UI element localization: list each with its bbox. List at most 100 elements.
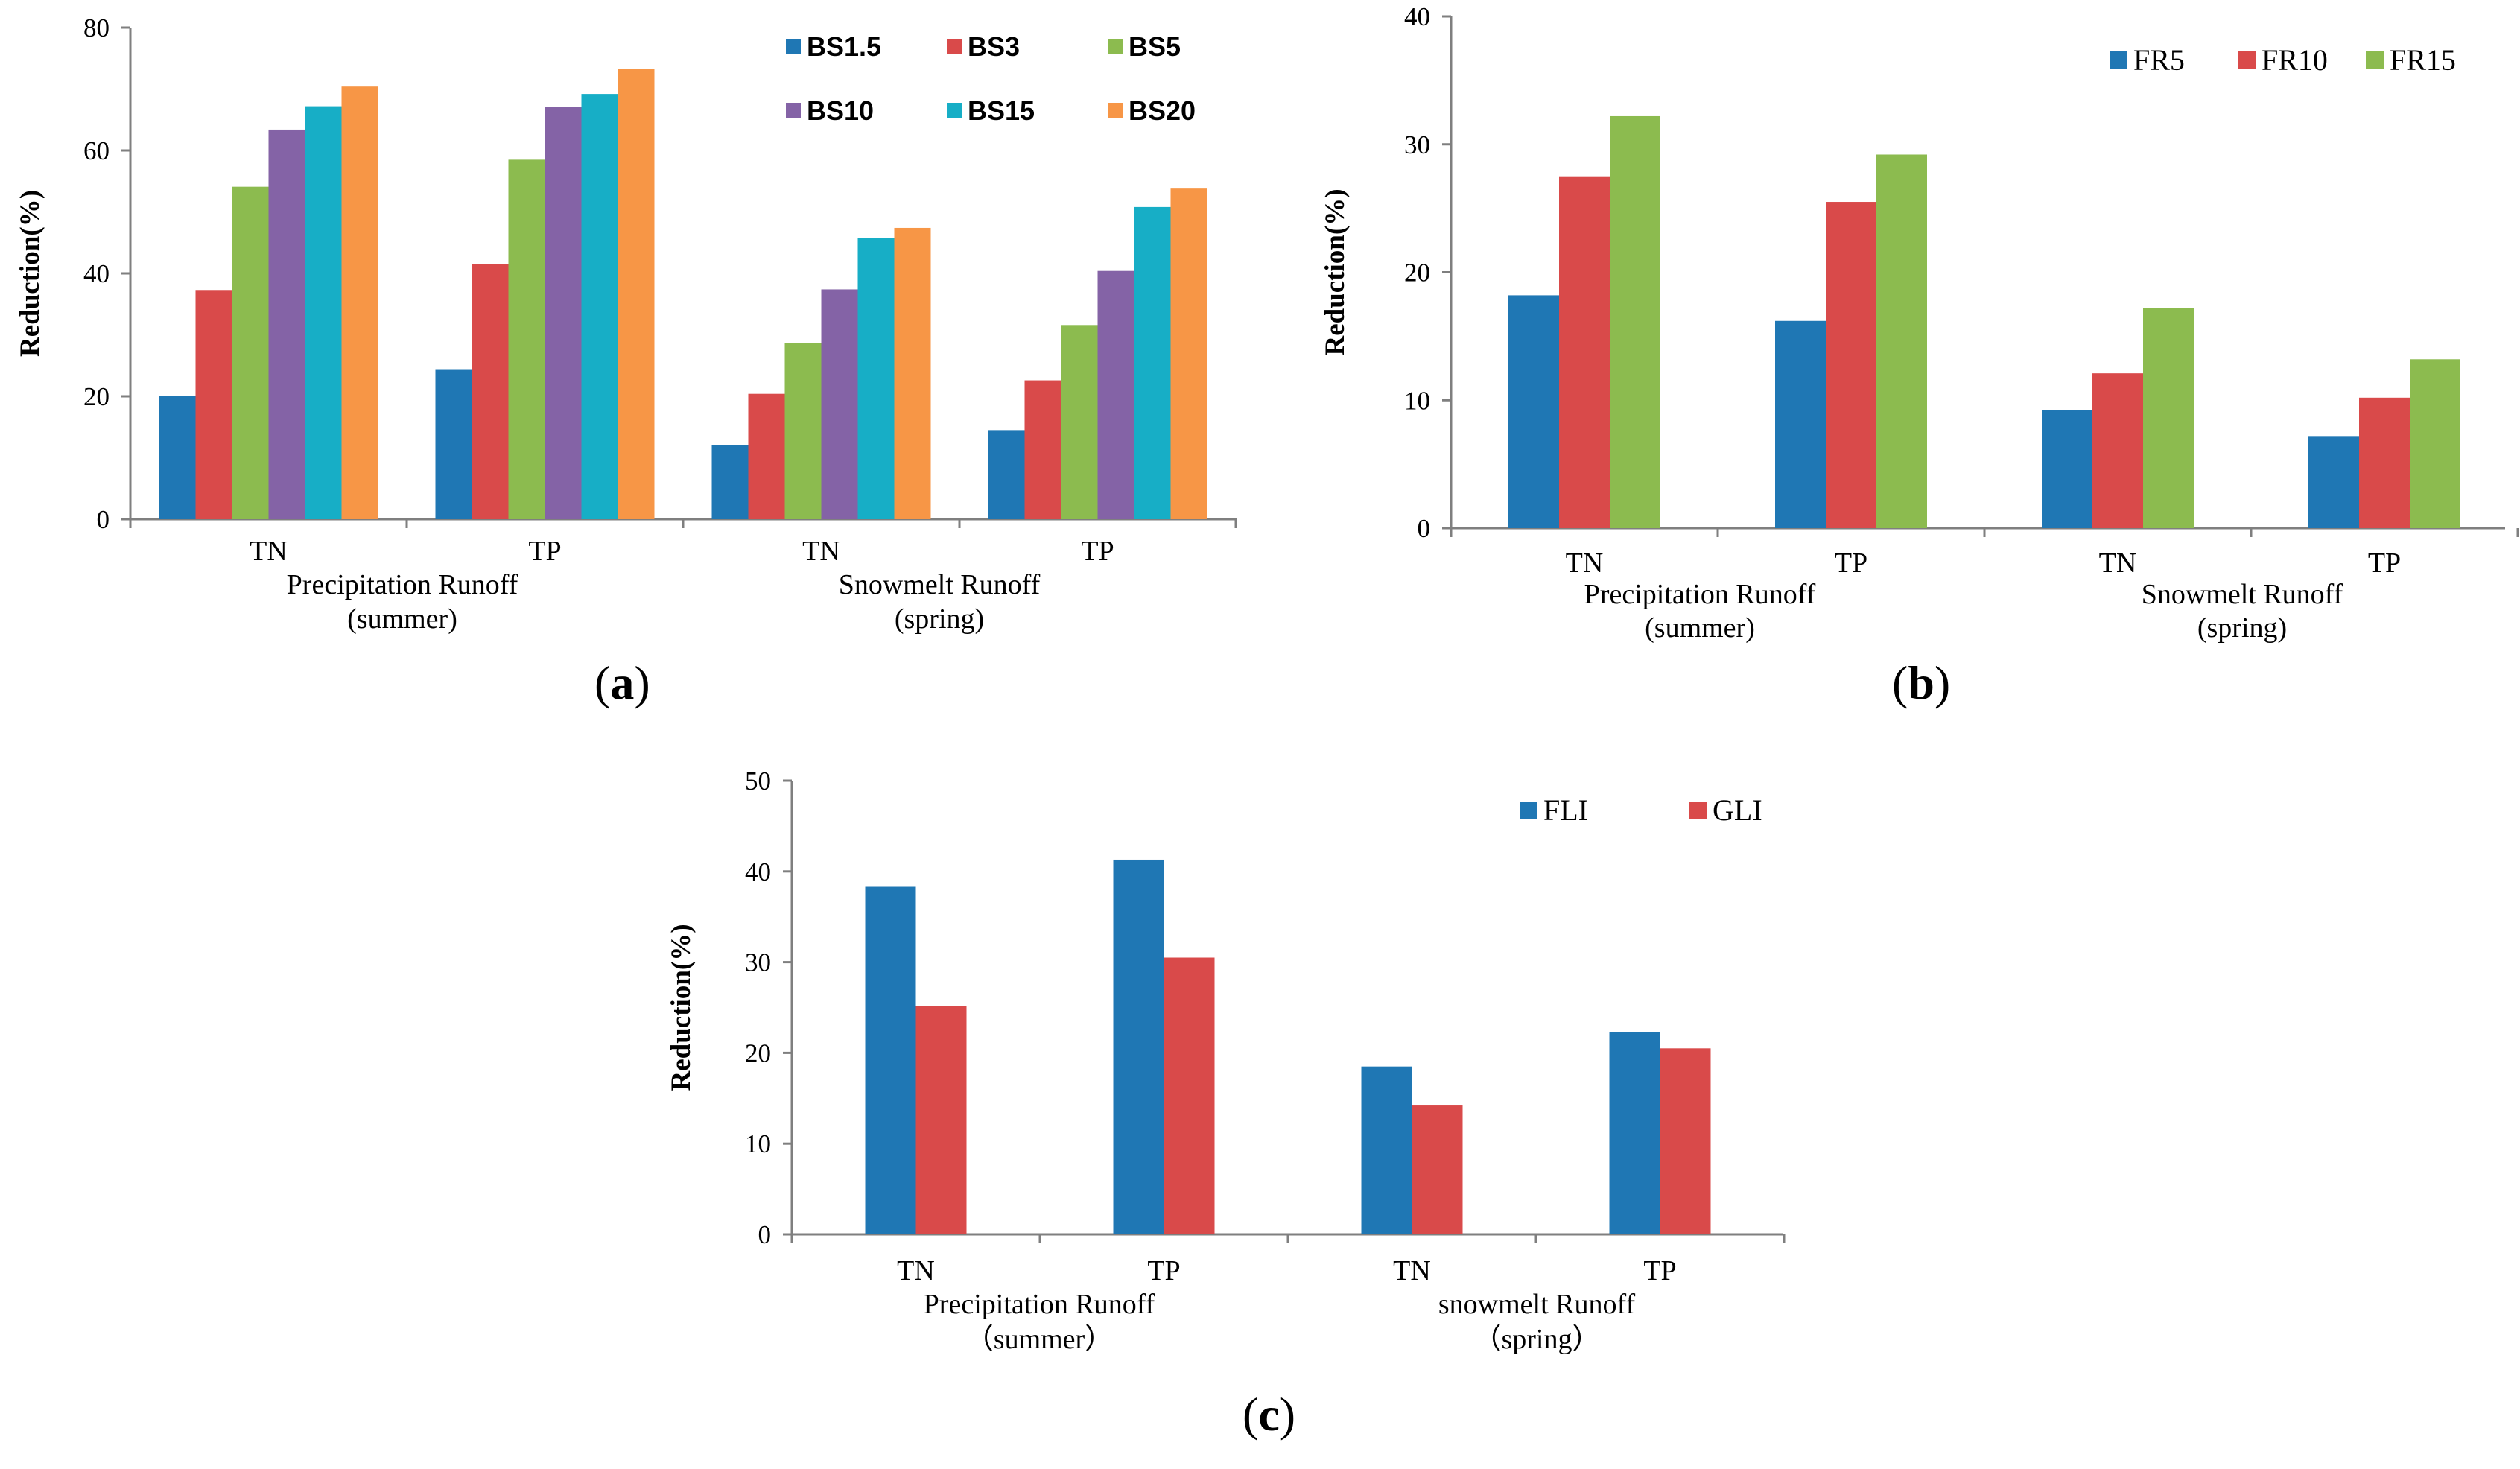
group-sublabel: (spring) <box>895 603 984 635</box>
bar <box>1559 176 1610 528</box>
x-tick-label: TP <box>1643 1255 1676 1286</box>
group-sublabel: （spring） <box>1473 1324 1600 1355</box>
x-tick-label: TP <box>1835 548 1867 579</box>
y-axis-label: Reduction(%) <box>1320 188 1351 355</box>
x-tick-label: TN <box>802 536 840 567</box>
y-tick-label: 0 <box>97 505 110 534</box>
bar <box>1024 380 1061 519</box>
bar <box>232 186 269 520</box>
bar <box>1164 957 1215 1234</box>
bar <box>2410 359 2460 528</box>
y-tick-label: 40 <box>745 857 771 886</box>
legend-label: BS5 <box>1129 31 1181 62</box>
panel-label-c: (c) <box>1242 1388 1296 1441</box>
legend-label: GLI <box>1713 793 1762 827</box>
bar <box>1113 859 1164 1234</box>
y-axis-label: Reduction(%) <box>15 190 45 357</box>
legend: FLI GLI <box>1520 793 1762 827</box>
y-tick-label: 20 <box>1404 258 1430 288</box>
legend-label: FLI <box>1543 793 1588 827</box>
y-tick-label: 40 <box>1404 2 1430 31</box>
bar <box>1775 320 1826 528</box>
bar <box>915 1006 967 1234</box>
bar <box>988 430 1025 519</box>
bar <box>1134 206 1171 519</box>
y-axis-label: Reduction(%) <box>666 924 696 1091</box>
legend: FR5 FR10 FR15 <box>2110 43 2456 77</box>
x-tick-label: TP <box>1081 536 1114 567</box>
group-label: Precipitation Runoff <box>1584 579 1816 610</box>
bar <box>195 290 232 519</box>
group-sublabel: (summer) <box>347 603 457 635</box>
legend-label: BS3 <box>968 31 1020 62</box>
bar <box>581 94 618 520</box>
legend: BS1.5 BS3 BS5 BS10 BS15 BS20 <box>786 31 1196 126</box>
y-tick-label: 60 <box>83 136 110 165</box>
y-tick-label: 0 <box>1418 514 1431 543</box>
x-tick-label: TN <box>250 536 288 567</box>
bar <box>865 886 916 1234</box>
legend-label: FR10 <box>2262 43 2328 77</box>
panel-label-a: (a) <box>594 656 650 709</box>
legend-swatch <box>1689 802 1707 819</box>
legend-swatch <box>1108 103 1123 118</box>
bar <box>435 369 472 519</box>
legend-swatch <box>2366 51 2384 69</box>
legend-swatch <box>2110 51 2127 69</box>
chart-a: 0 20 40 60 80 Reduction(%) TN TP TN TP Precipitati… <box>15 13 1237 635</box>
group-label: Precipitation Runoff <box>287 569 518 600</box>
bar <box>159 396 196 519</box>
bar <box>748 393 785 519</box>
legend-label: BS10 <box>807 95 874 126</box>
bar <box>341 86 378 519</box>
y-tick-label: 0 <box>758 1220 772 1249</box>
legend-swatch <box>1520 802 1537 819</box>
group-sublabel: (spring) <box>2197 612 2287 644</box>
bar <box>508 159 545 519</box>
bar <box>1170 188 1207 519</box>
bar <box>1508 295 1559 528</box>
bar <box>821 289 858 519</box>
legend-swatch <box>947 103 962 118</box>
bar <box>1412 1105 1463 1234</box>
bar <box>2143 308 2194 528</box>
bar <box>1361 1066 1412 1234</box>
x-tick-label: TP <box>528 536 561 567</box>
legend-swatch <box>1108 39 1123 54</box>
bar <box>2359 397 2410 528</box>
legend-label: BS15 <box>968 95 1035 126</box>
group-label: Snowmelt Runoff <box>2142 579 2343 610</box>
x-tick-label: TN <box>2099 548 2137 579</box>
y-tick-label: 10 <box>1404 386 1430 415</box>
y-tick-label: 40 <box>83 259 110 288</box>
bar <box>1097 270 1134 519</box>
bar <box>1610 115 1660 529</box>
legend-label: BS20 <box>1129 95 1196 126</box>
x-tick-label: TN <box>897 1255 935 1286</box>
y-tick-label: 30 <box>745 948 771 977</box>
chart-b: 0 10 20 30 40 Reduction(%) TN TP TN TP Precipitati… <box>1320 2 2519 644</box>
bar <box>1826 202 1876 528</box>
bar <box>1876 154 1927 529</box>
y-tick-label: 30 <box>1404 130 1430 159</box>
y-tick-label: 50 <box>745 767 771 796</box>
bar <box>1660 1048 1711 1234</box>
x-tick-label: TN <box>1393 1255 1431 1286</box>
group-label: Precipitation Runoff <box>924 1289 1155 1320</box>
bar <box>857 238 895 519</box>
y-tick-label: 80 <box>83 13 110 42</box>
bar <box>2092 373 2143 528</box>
group-sublabel: (summer) <box>1645 612 1755 644</box>
bar <box>784 343 822 519</box>
panel-label-b: (b) <box>1892 656 1951 709</box>
bar <box>2042 410 2092 528</box>
bar <box>545 107 582 520</box>
bar <box>1609 1032 1660 1234</box>
bar <box>1061 325 1098 519</box>
legend-swatch <box>786 103 801 118</box>
legend-swatch <box>2238 51 2256 69</box>
group-label: snowmelt Runoff <box>1438 1289 1636 1320</box>
